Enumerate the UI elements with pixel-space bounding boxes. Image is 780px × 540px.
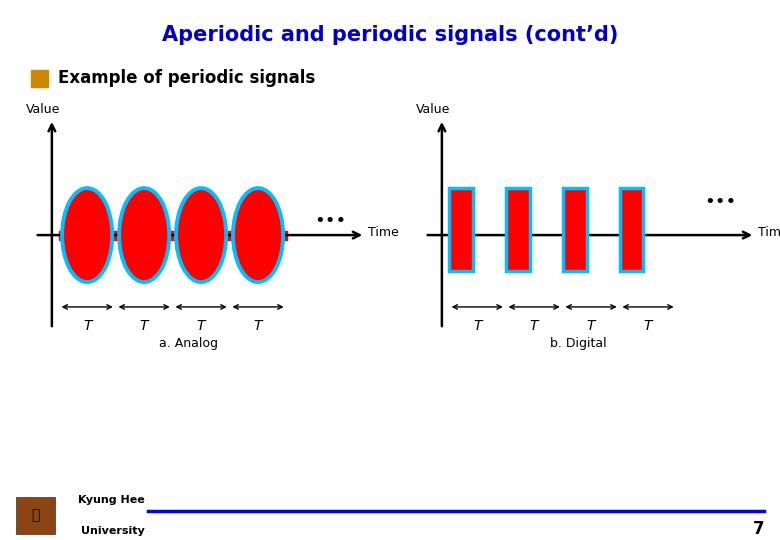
- Text: Value: Value: [27, 103, 61, 116]
- Text: T: T: [530, 319, 538, 333]
- Text: •••: •••: [314, 212, 346, 230]
- Text: Time: Time: [368, 226, 399, 239]
- Bar: [448, 188, 473, 271]
- Bar: [562, 188, 587, 271]
- Ellipse shape: [119, 188, 169, 282]
- Ellipse shape: [62, 188, 112, 282]
- Text: T: T: [83, 319, 91, 333]
- Text: Example of periodic signals: Example of periodic signals: [58, 69, 315, 87]
- Ellipse shape: [233, 188, 283, 282]
- Text: T: T: [140, 319, 148, 333]
- Text: T: T: [644, 319, 652, 333]
- Bar: [619, 188, 644, 271]
- Bar: [31, 70, 48, 86]
- Text: Kyung Hee: Kyung Hee: [77, 495, 144, 505]
- Text: T: T: [254, 319, 262, 333]
- Text: 🏛: 🏛: [31, 509, 40, 522]
- Ellipse shape: [176, 188, 226, 282]
- Text: a. Analog: a. Analog: [159, 338, 218, 350]
- Bar: [505, 188, 530, 271]
- Text: Aperiodic and periodic signals (cont’d): Aperiodic and periodic signals (cont’d): [161, 24, 619, 45]
- Text: Value: Value: [417, 103, 451, 116]
- Text: •••: •••: [704, 193, 736, 211]
- Text: T: T: [587, 319, 595, 333]
- Text: University: University: [80, 526, 144, 536]
- Text: b. Digital: b. Digital: [550, 338, 607, 350]
- Text: T: T: [197, 319, 205, 333]
- Text: 7: 7: [753, 519, 764, 538]
- Text: T: T: [473, 319, 481, 333]
- Text: Time: Time: [758, 226, 780, 239]
